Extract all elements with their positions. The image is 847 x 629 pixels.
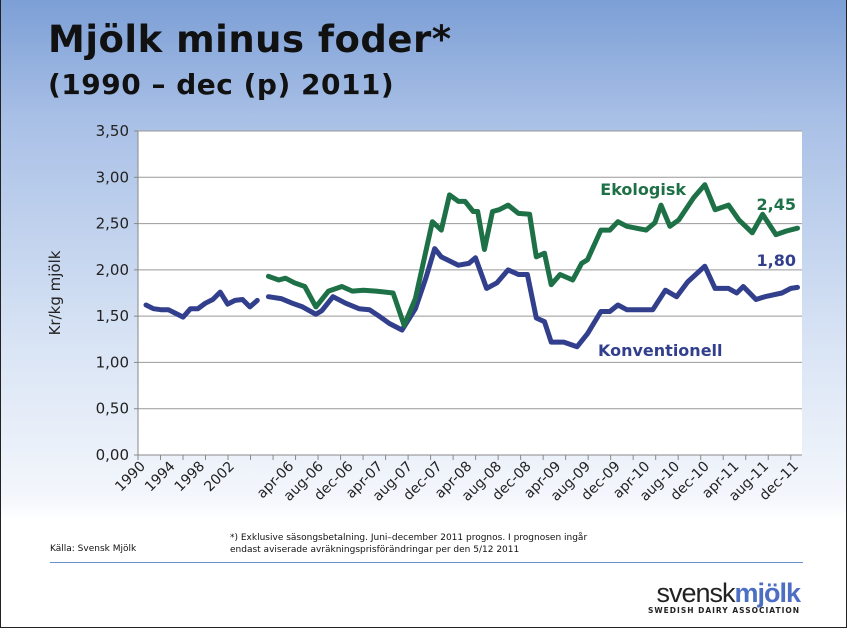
footnote-line-1: *) Exklusive säsongsbetalning. Juni–dece… [230, 533, 588, 543]
y-tick-label: 3,00 [96, 168, 129, 186]
legend-konventionell: Konventionell [598, 341, 723, 360]
plot-area [138, 131, 802, 455]
source-text: Källa: Svensk Mjölk [50, 544, 137, 554]
end-label-ekologisk: 2,45 [757, 195, 796, 214]
chart-subtitle: (1990 – dec (p) 2011) [48, 68, 395, 101]
y-tick-label: 2,50 [96, 215, 129, 233]
footer-divider [50, 562, 803, 563]
end-label-konventionell: 1,80 [757, 251, 796, 270]
y-tick-label: 2,00 [96, 261, 129, 279]
series-line-ekologisk [265, 182, 800, 328]
footnote: *) Exklusive säsongsbetalning. Juni–dece… [230, 532, 587, 556]
series-line-konventionell [143, 289, 260, 320]
x-tick-label: 2002 [201, 459, 238, 496]
logo-tagline: SWEDISH DAIRY ASSOCIATION [648, 606, 801, 615]
svensk-mjolk-logo: svenskmjölk SWEDISH DAIRY ASSOCIATION [648, 578, 802, 615]
logo-word-2: mjölk [734, 578, 802, 608]
legend-ekologisk: Ekologisk [600, 180, 686, 199]
y-tick-label: 1,00 [96, 353, 129, 371]
chart-title: Mjölk minus foder* [48, 18, 452, 61]
x-tick-label: 1994 [142, 458, 179, 495]
y-tick-label: 1,50 [96, 307, 129, 325]
x-tick-label: 1998 [172, 459, 209, 496]
y-tick-label: 0,00 [96, 446, 129, 464]
y-axis-label: Kr/kg mjölk [46, 250, 64, 335]
y-tick-label: 0,50 [96, 400, 129, 418]
footnote-line-2: endast aviserade avräkningsprisförändrin… [230, 545, 520, 555]
y-tick-label: 3,50 [96, 122, 129, 140]
series-line-konventionell [265, 246, 800, 350]
logo-word-1: svensk [656, 578, 735, 608]
